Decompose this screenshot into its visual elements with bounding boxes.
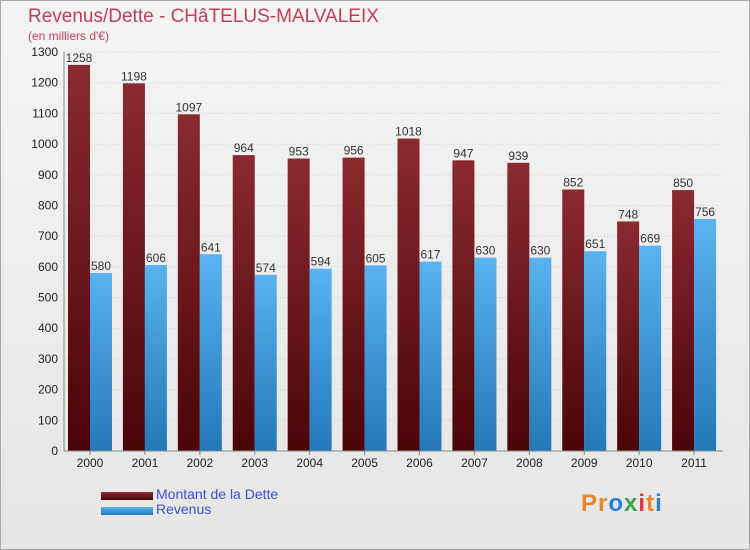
- data-label-debt: 939: [508, 149, 528, 163]
- bar-debt: [177, 114, 200, 451]
- bar-debt: [342, 157, 365, 451]
- y-tick-label: 200: [38, 383, 58, 397]
- x-tick-label: 2010: [626, 456, 653, 470]
- bar-revenue: [364, 265, 387, 451]
- proxiti-logo: Proxiti: [581, 490, 663, 518]
- data-label-revenue: 630: [530, 244, 550, 258]
- logo-letter: P: [581, 490, 599, 517]
- bar-debt: [232, 155, 255, 451]
- data-label-revenue: 574: [256, 261, 276, 275]
- data-label-revenue: 580: [91, 259, 111, 273]
- data-label-revenue: 669: [640, 232, 660, 246]
- y-tick-label: 1300: [31, 45, 58, 59]
- y-tick-label: 500: [38, 291, 58, 305]
- x-tick-label: 2005: [351, 456, 378, 470]
- x-tick-label: 2001: [132, 456, 159, 470]
- legend-label-revenue: Revenus: [156, 501, 212, 517]
- y-tick-label: 1200: [31, 76, 58, 90]
- chart-title: Revenus/Dette - CHâTELUS-MALVALEIX: [28, 6, 379, 27]
- grid-lines: [64, 51, 723, 452]
- data-label-debt: 953: [289, 145, 309, 159]
- x-tick-label: 2006: [406, 456, 433, 470]
- legend-swatch-revenue: [101, 507, 153, 515]
- data-label-revenue: 594: [311, 255, 331, 269]
- y-tick-label: 1100: [32, 106, 58, 120]
- logo-letter: x: [624, 490, 639, 517]
- bars: 1258 580 1198 606 1097 641 964 574 953 594 956 605 1…: [66, 51, 717, 452]
- bar-revenue: [199, 254, 222, 451]
- x-tick-label: 2009: [571, 456, 598, 470]
- logo-letter: i: [638, 490, 647, 517]
- bar-debt: [68, 64, 90, 451]
- bar-revenue: [694, 218, 717, 451]
- bar-revenue: [584, 251, 607, 451]
- bar-revenue: [144, 265, 167, 451]
- data-label-revenue: 605: [366, 251, 386, 265]
- data-label-debt: 748: [618, 207, 638, 221]
- x-tick-label: 2011: [681, 456, 707, 470]
- x-tick-label: 2002: [186, 456, 213, 470]
- bar-debt: [452, 160, 475, 451]
- legend-swatch-debt: [101, 492, 153, 500]
- bar-revenue: [474, 257, 497, 451]
- data-label-debt: 1097: [175, 100, 202, 114]
- x-tick-label: 2000: [77, 456, 104, 470]
- chart-subtitle: (en milliers d'€): [28, 29, 109, 43]
- bar-debt: [397, 138, 420, 451]
- data-label-revenue: 617: [420, 248, 440, 262]
- bar-debt: [287, 158, 310, 451]
- data-label-revenue: 630: [475, 244, 495, 258]
- data-label-revenue: 756: [695, 205, 715, 219]
- y-tick-label: 900: [38, 168, 58, 182]
- data-label-revenue: 606: [146, 251, 166, 265]
- logo-letter: o: [608, 490, 625, 517]
- bar-revenue: [529, 257, 552, 451]
- y-tick-label: 400: [38, 321, 58, 335]
- bar-debt: [122, 83, 145, 451]
- bar-debt: [617, 221, 640, 451]
- data-label-debt: 852: [563, 176, 583, 190]
- logo-letter: r: [598, 490, 609, 517]
- bar-revenue: [309, 268, 332, 451]
- bar-revenue: [254, 274, 277, 451]
- legend-label-debt: Montant de la Dette: [156, 486, 279, 502]
- data-label-debt: 850: [673, 176, 693, 190]
- data-label-debt: 956: [344, 144, 364, 158]
- data-label-debt: 964: [234, 141, 254, 155]
- x-tick-label: 2003: [241, 456, 268, 470]
- bar-revenue: [90, 272, 112, 451]
- bar-debt: [562, 189, 585, 452]
- y-tick-label: 600: [38, 260, 58, 274]
- y-tick-label: 300: [38, 352, 58, 366]
- logo-letter: i: [655, 490, 663, 517]
- bar-debt: [507, 162, 530, 451]
- y-tick-label: 1000: [31, 137, 58, 151]
- y-tick-label: 800: [38, 198, 58, 212]
- x-tick-label: 2004: [296, 456, 323, 470]
- data-label-debt: 1198: [121, 69, 147, 83]
- bar-debt: [672, 190, 695, 451]
- data-label-debt: 1258: [66, 51, 93, 65]
- data-label-revenue: 651: [585, 237, 605, 251]
- data-label-debt: 1018: [395, 125, 422, 139]
- logo-letter: t: [646, 490, 656, 517]
- data-label-revenue: 641: [201, 240, 221, 254]
- data-label-debt: 947: [453, 146, 473, 160]
- x-tick-label: 2008: [516, 456, 543, 470]
- y-tick-label: 700: [38, 229, 58, 243]
- x-tick-label: 2007: [461, 456, 488, 470]
- bar-revenue: [639, 245, 662, 451]
- y-tick-label: 0: [51, 444, 58, 458]
- axes: 0 100 200 300 400 500 600 700 800 900 1000 1100 1200…: [31, 45, 723, 470]
- y-tick-label: 100: [38, 413, 58, 427]
- bar-revenue: [419, 261, 442, 451]
